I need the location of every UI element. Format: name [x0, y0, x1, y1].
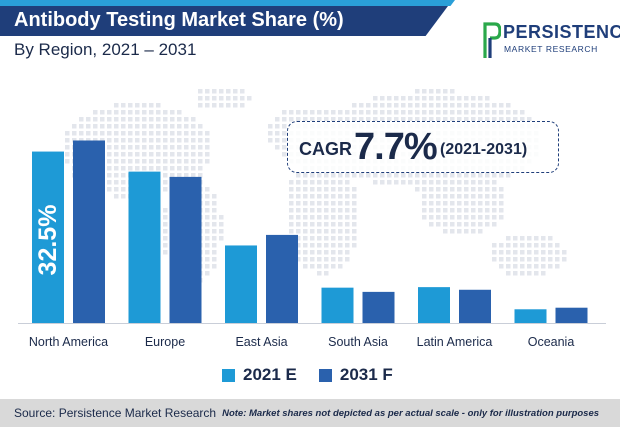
x-tick-label-oceania: Oceania: [528, 335, 575, 349]
legend-item-2031: 2031 F: [318, 365, 393, 385]
bar-east-asia-2021-e: [225, 245, 257, 323]
data-label-north-america-2021-e: 32.5%: [34, 205, 62, 276]
x-tick-label-south-asia: South Asia: [328, 335, 388, 349]
chart-legend: 2021 E 2031 F: [222, 364, 415, 386]
footer: Source: Persistence Market Research Note…: [0, 399, 620, 427]
bar-east-asia-2031-f: [266, 234, 298, 323]
bar-south-asia-2021-e: [321, 287, 354, 323]
cagr-value: 7.7%: [354, 126, 438, 168]
title-banner: Antibody Testing Market Share (%) By Reg…: [0, 0, 455, 64]
bar-north-america-2031-f: [73, 140, 105, 323]
bar-latin-america-2021-e: [418, 287, 450, 323]
legend-label-2031: 2031 F: [339, 365, 393, 384]
legend-swatch-2031: [318, 368, 332, 382]
bar-europe-2031-f: [169, 176, 202, 323]
legend-item-2021: 2021 E: [222, 365, 297, 385]
x-tick-label-north-america: North America: [29, 335, 108, 349]
bar-oceania-2021-e: [514, 309, 547, 323]
footer-source: Source: Persistence Market Research: [14, 406, 217, 420]
legend-label-2021: 2021 E: [243, 365, 297, 384]
footer-note: Note: Market shares not depicted as per …: [222, 407, 600, 419]
bar-oceania-2031-f: [555, 307, 588, 323]
logo-tagline: MARKET RESEARCH: [504, 44, 598, 54]
cagr-callout: CAGR 7.7% (2021-2031): [287, 121, 559, 173]
bar-europe-2021-e: [128, 171, 161, 323]
title-accent-stripe: [0, 0, 455, 6]
x-tick-label-east-asia: East Asia: [235, 335, 287, 349]
x-tick-label-europe: Europe: [145, 335, 185, 349]
chart-subtitle: By Region, 2021 – 2031: [14, 40, 197, 59]
logo-mark-icon: [483, 22, 501, 58]
chart-title: Antibody Testing Market Share (%): [14, 9, 344, 31]
bar-south-asia-2031-f: [362, 291, 395, 323]
x-tick-label-latin-america: Latin America: [417, 335, 493, 349]
title-ribbon: [0, 6, 448, 36]
bar-latin-america-2031-f: [459, 289, 491, 323]
bar-north-america-2021-e: [32, 151, 64, 323]
legend-swatch-2021: [222, 368, 235, 382]
cagr-period: (2021-2031): [440, 141, 528, 158]
cagr-label: CAGR: [299, 139, 352, 159]
persistence-logo: PERSISTENCE MARKET RESEARCH: [483, 18, 620, 66]
logo-name: PERSISTENCE: [503, 22, 620, 42]
